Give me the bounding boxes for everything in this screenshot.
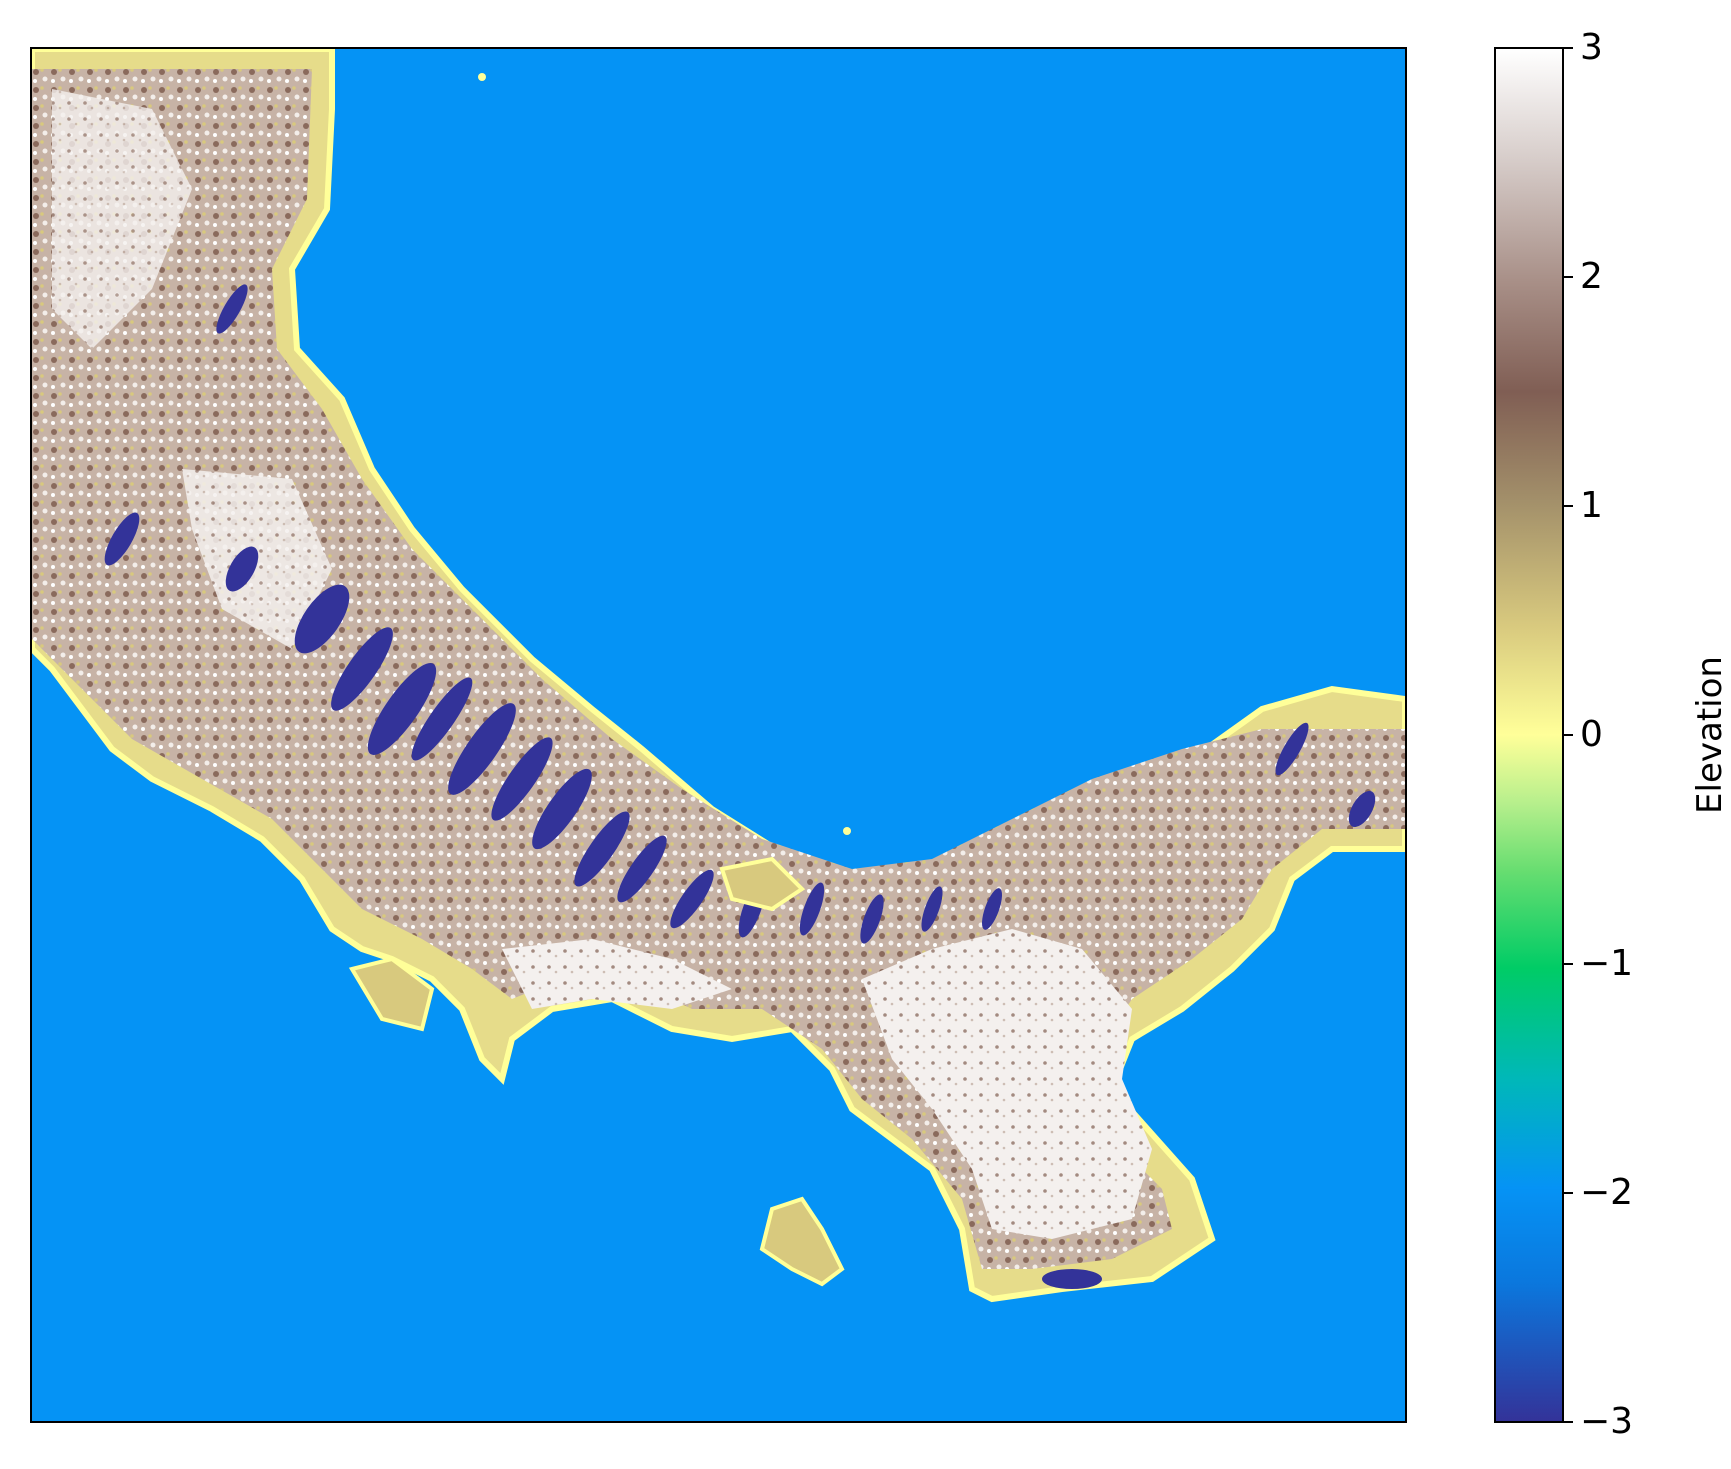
islands bbox=[348, 73, 851, 1287]
colorbar bbox=[1494, 47, 1564, 1423]
colorbar-tick-label: −3 bbox=[1580, 1401, 1634, 1442]
colorbar-tick bbox=[1563, 505, 1573, 507]
elevation-map-graphic bbox=[32, 49, 1405, 1303]
colorbar-tick-label: −1 bbox=[1580, 943, 1634, 984]
colorbar-title: Elevation bbox=[1690, 656, 1730, 814]
colorbar-tick bbox=[1563, 1421, 1573, 1423]
colorbar-tick-label: 3 bbox=[1580, 27, 1603, 68]
colorbar-tick bbox=[1563, 276, 1573, 278]
colorbar-tick bbox=[1563, 734, 1573, 736]
colorbar-tick bbox=[1563, 1192, 1573, 1194]
land-mass bbox=[32, 49, 1405, 1303]
colorbar-tick bbox=[1563, 47, 1573, 49]
elevation-map bbox=[30, 47, 1407, 1423]
colorbar-tick-label: −2 bbox=[1580, 1172, 1634, 1213]
colorbar-tick-label: 1 bbox=[1580, 485, 1603, 526]
trough-streaks bbox=[104, 284, 1376, 1289]
colorbar-tick bbox=[1563, 963, 1573, 965]
colorbar-tick-label: 2 bbox=[1580, 256, 1603, 297]
colorbar-tick-label: 0 bbox=[1580, 714, 1603, 755]
